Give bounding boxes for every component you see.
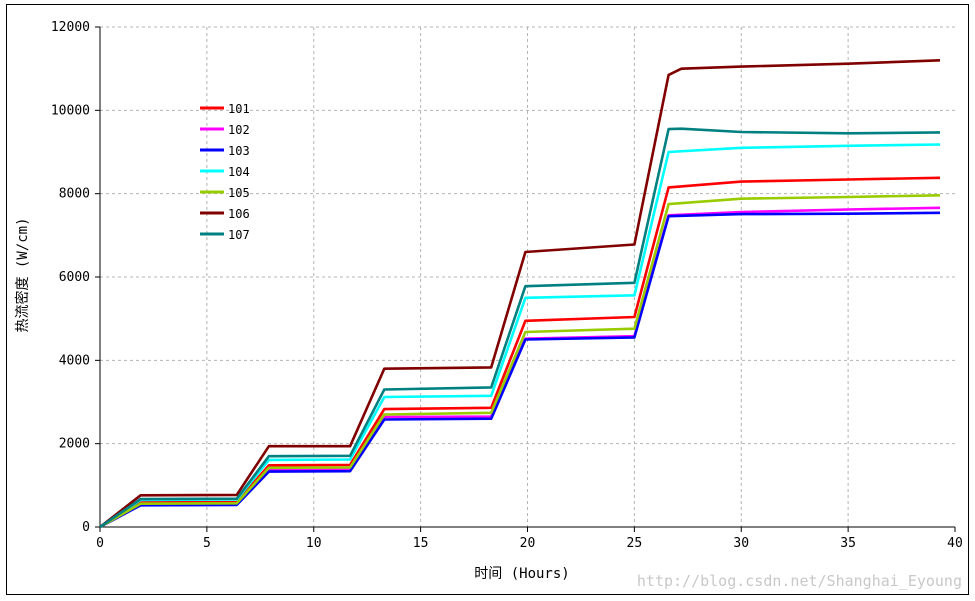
legend-label-102: 102 <box>228 123 250 137</box>
legend-label-106: 106 <box>228 207 250 221</box>
y-tick-label: 10000 <box>51 103 90 118</box>
x-tick-label: 40 <box>947 536 963 551</box>
legend: 101 102 103 104 105 106 107 <box>200 102 250 242</box>
y-tick-label: 4000 <box>59 353 90 368</box>
series-line-107 <box>99 127 941 529</box>
x-axis-label: 时间 (Hours) <box>474 566 569 582</box>
watermark: http://blog.csdn.net/Shanghai_Eyoung <box>637 572 962 590</box>
y-axis-label: 热流密度 (W/cm) <box>14 217 31 332</box>
x-tick-label: 35 <box>840 536 856 551</box>
series-line-103 <box>99 211 941 529</box>
y-tick-label: 8000 <box>59 187 90 202</box>
chart-frame <box>6 4 969 595</box>
x-tick-label: 20 <box>520 536 536 551</box>
legend-label-104: 104 <box>228 165 250 179</box>
y-tick-label: 2000 <box>59 437 90 452</box>
legend-label-103: 103 <box>228 144 250 158</box>
x-tick-label: 10 <box>306 536 322 551</box>
y-tick-labels: 0 2000 4000 6000 8000 10000 12000 <box>51 20 90 535</box>
series-line-105 <box>99 194 941 529</box>
legend-label-107: 107 <box>228 228 250 242</box>
y-tick-label: 6000 <box>59 270 90 285</box>
x-tick-label: 0 <box>96 536 104 551</box>
x-tick-label: 25 <box>627 536 643 551</box>
x-tick-label: 5 <box>203 536 211 551</box>
grid-lines <box>100 26 955 527</box>
series-lines <box>99 59 941 529</box>
y-tick-label: 0 <box>82 520 90 535</box>
x-tick-labels: 0 5 10 15 20 25 30 35 40 <box>96 536 963 551</box>
legend-label-101: 101 <box>228 102 250 116</box>
x-tick-label: 30 <box>733 536 749 551</box>
series-line-106 <box>99 59 941 529</box>
x-tick-label: 15 <box>413 536 429 551</box>
axes <box>95 26 956 532</box>
legend-label-105: 105 <box>228 186 250 200</box>
y-tick-label: 12000 <box>51 20 90 35</box>
